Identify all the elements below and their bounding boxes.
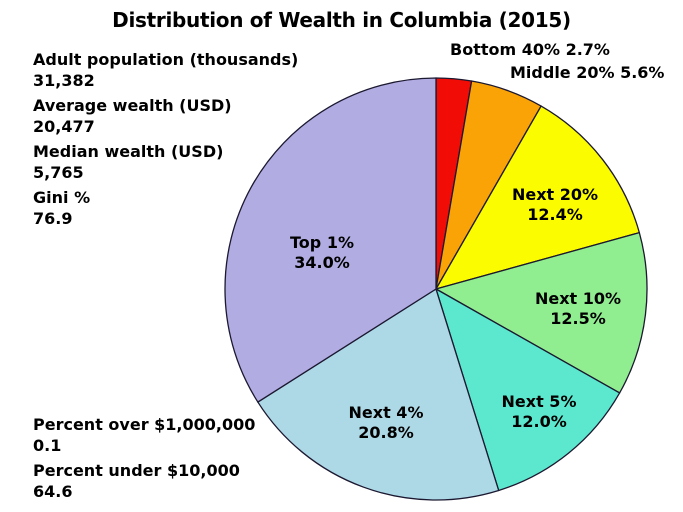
stat-adult-population: Adult population (thousands) 31,382: [33, 49, 298, 91]
stat-value: 76.9: [33, 209, 73, 228]
stat-value: 20,477: [33, 117, 95, 136]
stat-value: 0.1: [33, 436, 62, 455]
stats-top: Adult population (thousands) 31,382 Aver…: [33, 49, 298, 233]
chart-title: Distribution of Wealth in Columbia (2015…: [112, 8, 571, 32]
stat-value: 5,765: [33, 163, 84, 182]
stat-percent-under-10k: Percent under $10,000 64.6: [33, 460, 255, 502]
stat-gini: Gini % 76.9: [33, 187, 298, 229]
slice-label-bottom-40: Bottom 40% 2.7%: [450, 40, 610, 59]
stat-label: Percent under $10,000: [33, 461, 240, 480]
slice-label-top-1: Top 1% 34.0%: [290, 233, 354, 272]
pie-wedges: [224, 77, 648, 501]
pie-slice-next-10-: [435, 232, 648, 394]
stat-label: Percent over $1,000,000: [33, 415, 256, 434]
stat-average-wealth: Average wealth (USD) 20,477: [33, 95, 298, 137]
slice-label-next-4: Next 4% 20.8%: [348, 403, 424, 442]
stat-value: 64.6: [33, 482, 73, 501]
stats-bottom: Percent over $1,000,000 0.1 Percent unde…: [33, 414, 255, 506]
slice-label-next-20: Next 20% 12.4%: [511, 185, 599, 224]
stat-label: Adult population (thousands): [33, 50, 299, 69]
stat-label: Median wealth (USD): [33, 142, 224, 161]
stat-label: Average wealth (USD): [33, 96, 232, 115]
pie-slice-next-5-: [435, 288, 621, 492]
stat-label: Gini %: [33, 188, 91, 207]
stat-percent-over-million: Percent over $1,000,000 0.1: [33, 414, 255, 456]
pie-slice-next-20-: [435, 105, 640, 290]
slice-label-next-5: Next 5% 12.0%: [501, 392, 577, 431]
pie-slice-top-1-: [224, 77, 437, 403]
stat-value: 31,382: [33, 71, 95, 90]
stat-median-wealth: Median wealth (USD) 5,765: [33, 141, 298, 183]
pie-slice-next-4-: [257, 288, 500, 501]
slice-label-middle-20: Middle 20% 5.6%: [510, 63, 665, 82]
slice-label-next-10: Next 10% 12.5%: [534, 289, 622, 328]
